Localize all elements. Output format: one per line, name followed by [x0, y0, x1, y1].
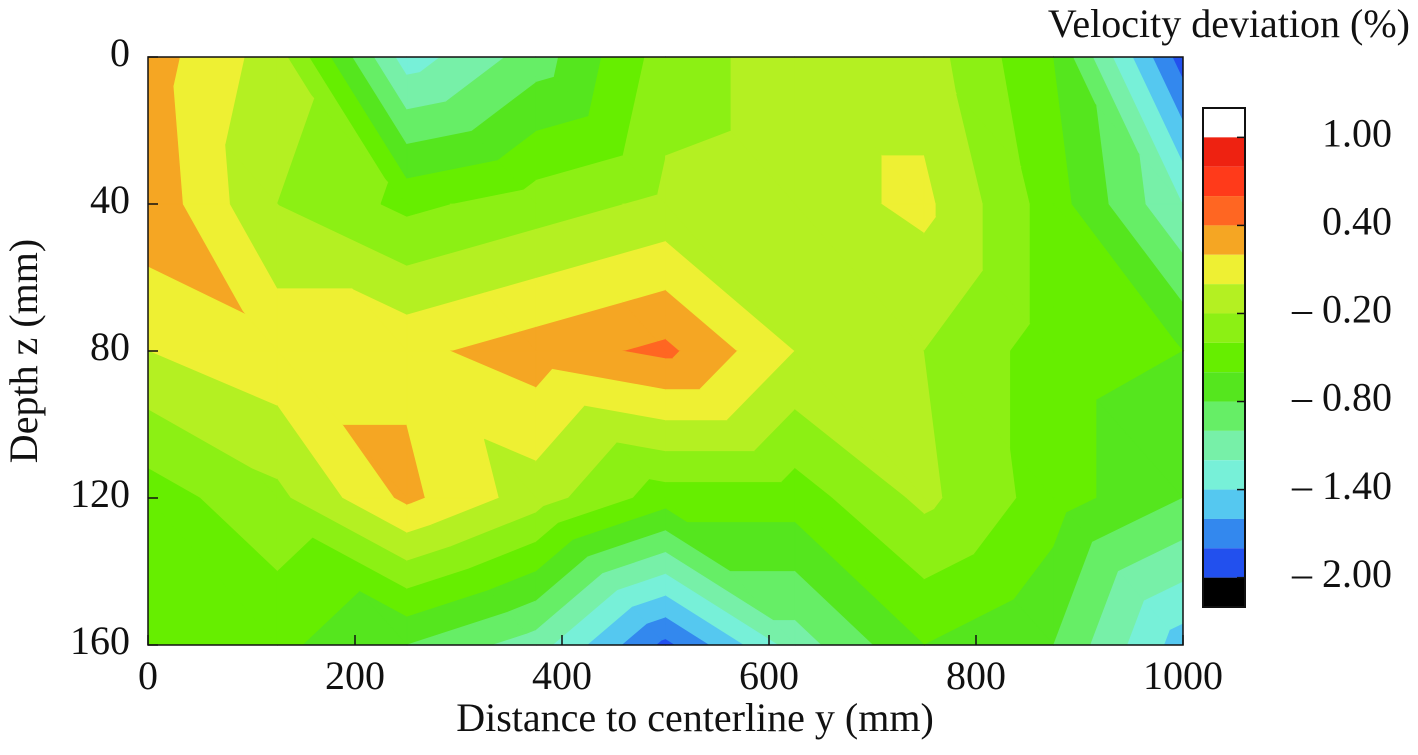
colorbar-band — [1203, 342, 1245, 373]
colorbar-title: Velocity deviation (%) — [1048, 1, 1410, 46]
x-tick-label: 600 — [739, 653, 799, 698]
contour-band — [664, 497, 796, 523]
colorbar-band — [1203, 137, 1245, 167]
y-tick-label: 120 — [70, 471, 130, 516]
x-tick-label: 1000 — [1143, 653, 1223, 698]
y-tick-label: 80 — [90, 324, 130, 369]
y-tick-label: 160 — [70, 618, 130, 663]
x-tick-label: 200 — [325, 653, 385, 698]
contour-band — [535, 55, 555, 83]
colorbar-tick-label: – 2.00 — [1291, 551, 1392, 596]
colorbar-band — [1203, 518, 1245, 549]
colorbar-tick-label: 0.40 — [1322, 199, 1392, 244]
colorbar-tick-label: – 0.20 — [1291, 287, 1392, 332]
contour-band — [665, 202, 796, 352]
contour-field — [147, 55, 1185, 647]
contour-band — [276, 202, 353, 289]
x-tick-label: 400 — [532, 653, 592, 698]
x-tick-label: 800 — [946, 653, 1006, 698]
colorbar-band — [1203, 430, 1245, 461]
colorbar-frame — [1202, 107, 1246, 608]
colorbar-band — [1203, 489, 1245, 519]
contour-band — [406, 55, 421, 75]
x-tick-label: 0 — [138, 653, 158, 698]
colorbar-band — [1203, 284, 1245, 314]
colorbar-band — [1203, 313, 1245, 343]
colorbar-band — [1203, 254, 1245, 285]
colorbar-band — [1203, 460, 1245, 490]
y-tick-label: 0 — [110, 30, 130, 75]
colorbar-band — [1203, 401, 1245, 431]
contour-band — [665, 482, 796, 499]
contour-band — [406, 202, 417, 217]
colorbar-tick-label: – 0.80 — [1291, 375, 1392, 420]
x-axis-label: Distance to centerline y (mm) — [456, 695, 934, 740]
colorbar-band — [1203, 166, 1245, 197]
colorbar-band — [1203, 372, 1245, 402]
y-tick-label: 40 — [90, 177, 130, 222]
contour-band — [665, 55, 731, 156]
colorbar-band — [1203, 225, 1245, 255]
colorbar-band — [1203, 548, 1245, 578]
colorbar-band — [1203, 108, 1245, 138]
y-axis-label: Depth z (mm) — [1, 239, 46, 463]
colorbar-tick-label: – 1.40 — [1291, 463, 1392, 508]
colorbar-band — [1203, 196, 1245, 226]
colorbar-tick-label: 1.00 — [1322, 111, 1392, 156]
colorbar-band — [1203, 577, 1245, 607]
contour-band — [535, 202, 555, 230]
